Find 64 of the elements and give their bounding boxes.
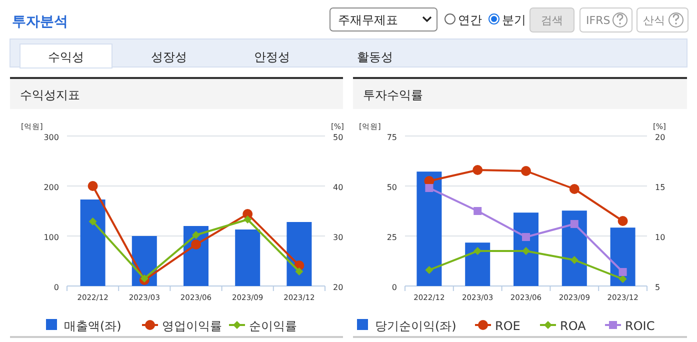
y-tick-label: 75 bbox=[386, 133, 397, 142]
text: 산식 bbox=[643, 14, 665, 27]
point bbox=[191, 240, 201, 250]
y2-tick-label: 10 bbox=[655, 233, 666, 242]
bar bbox=[80, 200, 106, 286]
point bbox=[618, 275, 627, 283]
point bbox=[570, 220, 578, 228]
text: 연간 bbox=[458, 13, 482, 27]
y2-tick-label: 20 bbox=[655, 133, 666, 142]
text: 성장성 bbox=[151, 50, 187, 64]
point bbox=[618, 216, 628, 226]
legend-label: 매출액(좌) bbox=[64, 319, 122, 333]
bar bbox=[562, 210, 587, 286]
text: 안정성 bbox=[254, 50, 290, 64]
point bbox=[474, 207, 482, 215]
y-tick-label: 200 bbox=[44, 183, 59, 192]
text: IFRS bbox=[586, 14, 610, 27]
y2-tick-label: 5 bbox=[655, 283, 660, 292]
point bbox=[295, 268, 304, 276]
legend-label: ROE bbox=[495, 319, 520, 333]
point bbox=[88, 181, 98, 191]
point bbox=[425, 266, 434, 274]
bar bbox=[286, 222, 312, 286]
y-tick-label: 25 bbox=[386, 233, 397, 242]
point bbox=[425, 184, 434, 192]
point bbox=[521, 166, 531, 176]
text: 주재무제표 bbox=[338, 13, 398, 27]
y2-tick-label: 50 bbox=[333, 133, 344, 142]
y2-tick-label: 20 bbox=[333, 283, 344, 292]
point bbox=[192, 231, 200, 239]
y2-tick-label: 30 bbox=[333, 233, 344, 242]
bar bbox=[514, 212, 538, 286]
point bbox=[140, 274, 148, 282]
y-tick-label: 300 bbox=[44, 133, 59, 142]
y-tick-label: 0 bbox=[392, 283, 397, 292]
point bbox=[569, 184, 580, 194]
text: 수익성 bbox=[48, 50, 84, 64]
point bbox=[570, 256, 578, 264]
bar bbox=[610, 228, 636, 286]
legend-label: 영업이익률 bbox=[162, 319, 222, 333]
y2-tick-label: 15 bbox=[655, 183, 666, 192]
bar bbox=[465, 242, 490, 286]
text: 분기 bbox=[502, 13, 526, 27]
point bbox=[618, 268, 627, 276]
point bbox=[522, 247, 530, 255]
bar bbox=[416, 172, 442, 286]
point bbox=[472, 165, 483, 175]
chart-title: 투자수익률 bbox=[363, 88, 423, 102]
text: 활동성 bbox=[357, 50, 393, 64]
bar bbox=[235, 230, 260, 286]
text: 검색 bbox=[541, 14, 563, 27]
y-tick-label: 0 bbox=[54, 283, 59, 292]
chart-title: 수익성지표 bbox=[20, 88, 80, 102]
point bbox=[244, 216, 252, 224]
legend-label: ROA bbox=[560, 319, 587, 333]
text: 투자분석 bbox=[12, 14, 68, 30]
legend-label: ROIC bbox=[625, 319, 655, 333]
y2-tick-label: 40 bbox=[333, 183, 344, 192]
legend-label: 당기순이익(좌) bbox=[375, 319, 456, 333]
point bbox=[88, 218, 97, 226]
point bbox=[522, 233, 530, 241]
legend-label: 순이익률 bbox=[249, 319, 297, 333]
y-tick-label: 100 bbox=[44, 233, 59, 242]
y-tick-label: 50 bbox=[386, 183, 397, 192]
